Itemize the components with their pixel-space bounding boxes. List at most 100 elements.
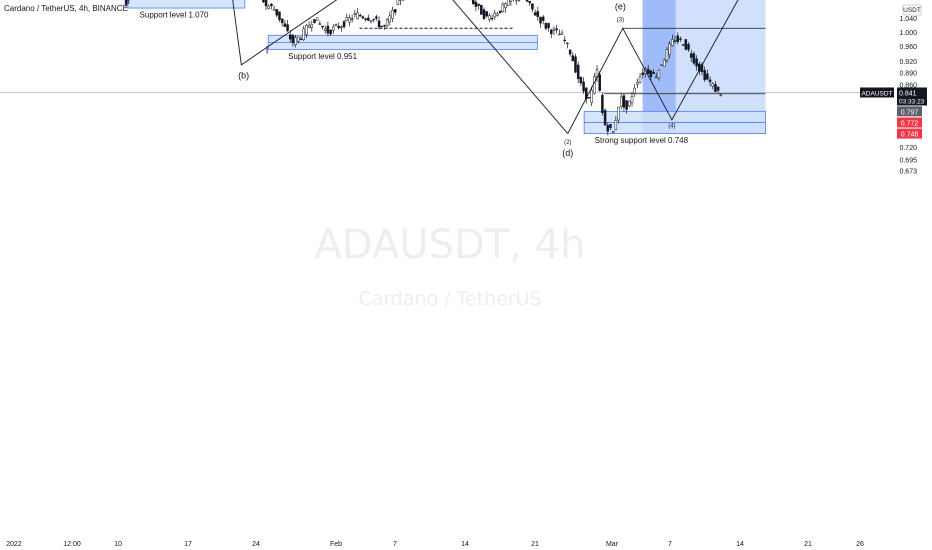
candle <box>625 100 628 114</box>
candle <box>533 9 537 16</box>
countdown-value: 03:33:23 <box>899 98 925 105</box>
stop-tag-0748 <box>897 128 922 139</box>
candle-body <box>375 16 378 19</box>
candle <box>692 51 696 66</box>
candle-body <box>501 3 505 12</box>
candle-body <box>714 84 717 93</box>
candle <box>383 24 386 30</box>
support-zone-1070 <box>127 0 246 9</box>
candle-body <box>267 6 270 9</box>
candle <box>307 21 311 28</box>
candle <box>676 32 679 45</box>
candle-body <box>544 23 548 29</box>
candle-body <box>633 87 636 94</box>
candle-body <box>264 0 268 7</box>
candle <box>582 77 585 94</box>
candle <box>719 94 723 97</box>
candle-body <box>490 17 494 20</box>
candle <box>124 0 128 8</box>
y-tick-label: 1.040 <box>899 16 917 23</box>
candle <box>493 9 497 20</box>
candle <box>506 0 510 7</box>
candle <box>321 25 324 30</box>
y-tick-label: 0.695 <box>899 157 917 164</box>
candle <box>663 58 666 67</box>
candle-body <box>337 26 340 29</box>
candle <box>399 0 402 6</box>
wave-label: (4) <box>668 124 675 130</box>
candle <box>617 106 620 124</box>
level-label: Strong support level 0.748 <box>595 136 689 145</box>
candle <box>571 52 575 62</box>
candle-body <box>307 25 311 28</box>
candle <box>528 0 531 6</box>
candle-body <box>663 59 666 67</box>
candle <box>334 23 338 27</box>
pattern-abc <box>232 0 338 66</box>
candle <box>275 9 279 18</box>
candle-body <box>332 26 335 31</box>
wave-label: (3) <box>617 17 624 23</box>
candle-body <box>609 124 612 129</box>
candle <box>485 11 488 18</box>
candle <box>536 6 540 21</box>
candle-body <box>380 25 383 28</box>
candle <box>496 12 499 17</box>
candle-body <box>383 25 386 27</box>
candle-body <box>646 68 650 74</box>
candle-body <box>687 44 690 50</box>
candle-body <box>340 26 343 28</box>
candle <box>558 29 561 36</box>
candle <box>515 0 518 5</box>
candle <box>297 36 300 44</box>
candle-body <box>695 58 698 67</box>
candle <box>652 69 655 74</box>
y-tick-label: 0.860 <box>899 83 917 90</box>
candle <box>531 3 534 13</box>
candle-body <box>665 49 669 61</box>
candle <box>364 17 367 22</box>
x-tick-label: 2022 <box>6 541 22 548</box>
candle-body <box>348 17 351 23</box>
candle <box>504 2 507 13</box>
candle-body <box>480 4 483 15</box>
candle <box>267 4 270 10</box>
candle-body <box>638 76 642 83</box>
candle-body <box>568 49 572 55</box>
candle <box>329 29 332 36</box>
candle <box>294 34 297 48</box>
candle <box>622 93 626 112</box>
candle <box>544 22 548 31</box>
candle <box>375 14 378 21</box>
candle <box>286 20 289 33</box>
candle-body <box>622 95 626 108</box>
y-tick-label: 1.000 <box>899 30 917 37</box>
candle <box>587 96 591 99</box>
candle <box>323 25 327 34</box>
candle-body <box>555 28 558 31</box>
x-tick-label: 21 <box>531 541 539 548</box>
candle-body <box>498 10 502 13</box>
candle <box>657 69 661 81</box>
candle <box>348 14 351 27</box>
candle <box>388 11 392 26</box>
x-tick-label: 12:00 <box>63 541 81 548</box>
candle-body <box>652 71 655 74</box>
candle-body <box>539 16 542 24</box>
watermark-symbol: ADAUSDT, 4h <box>315 222 586 268</box>
candle <box>367 14 370 22</box>
candle <box>563 36 566 44</box>
candle <box>708 76 712 87</box>
candle <box>345 13 349 22</box>
candle-body <box>388 15 392 23</box>
candle-body <box>684 39 688 50</box>
candle <box>716 86 720 94</box>
candle-body <box>509 0 513 2</box>
candle-body <box>283 23 287 27</box>
candle-body <box>323 28 327 31</box>
time-axis: 2022 12:00 10 17 24 Feb 7 14 21 Mar 7 14 21 26 <box>6 541 864 548</box>
candle <box>264 0 268 11</box>
stop-tag-0748-text: 0.748 <box>901 132 919 139</box>
candle-body <box>571 55 575 62</box>
